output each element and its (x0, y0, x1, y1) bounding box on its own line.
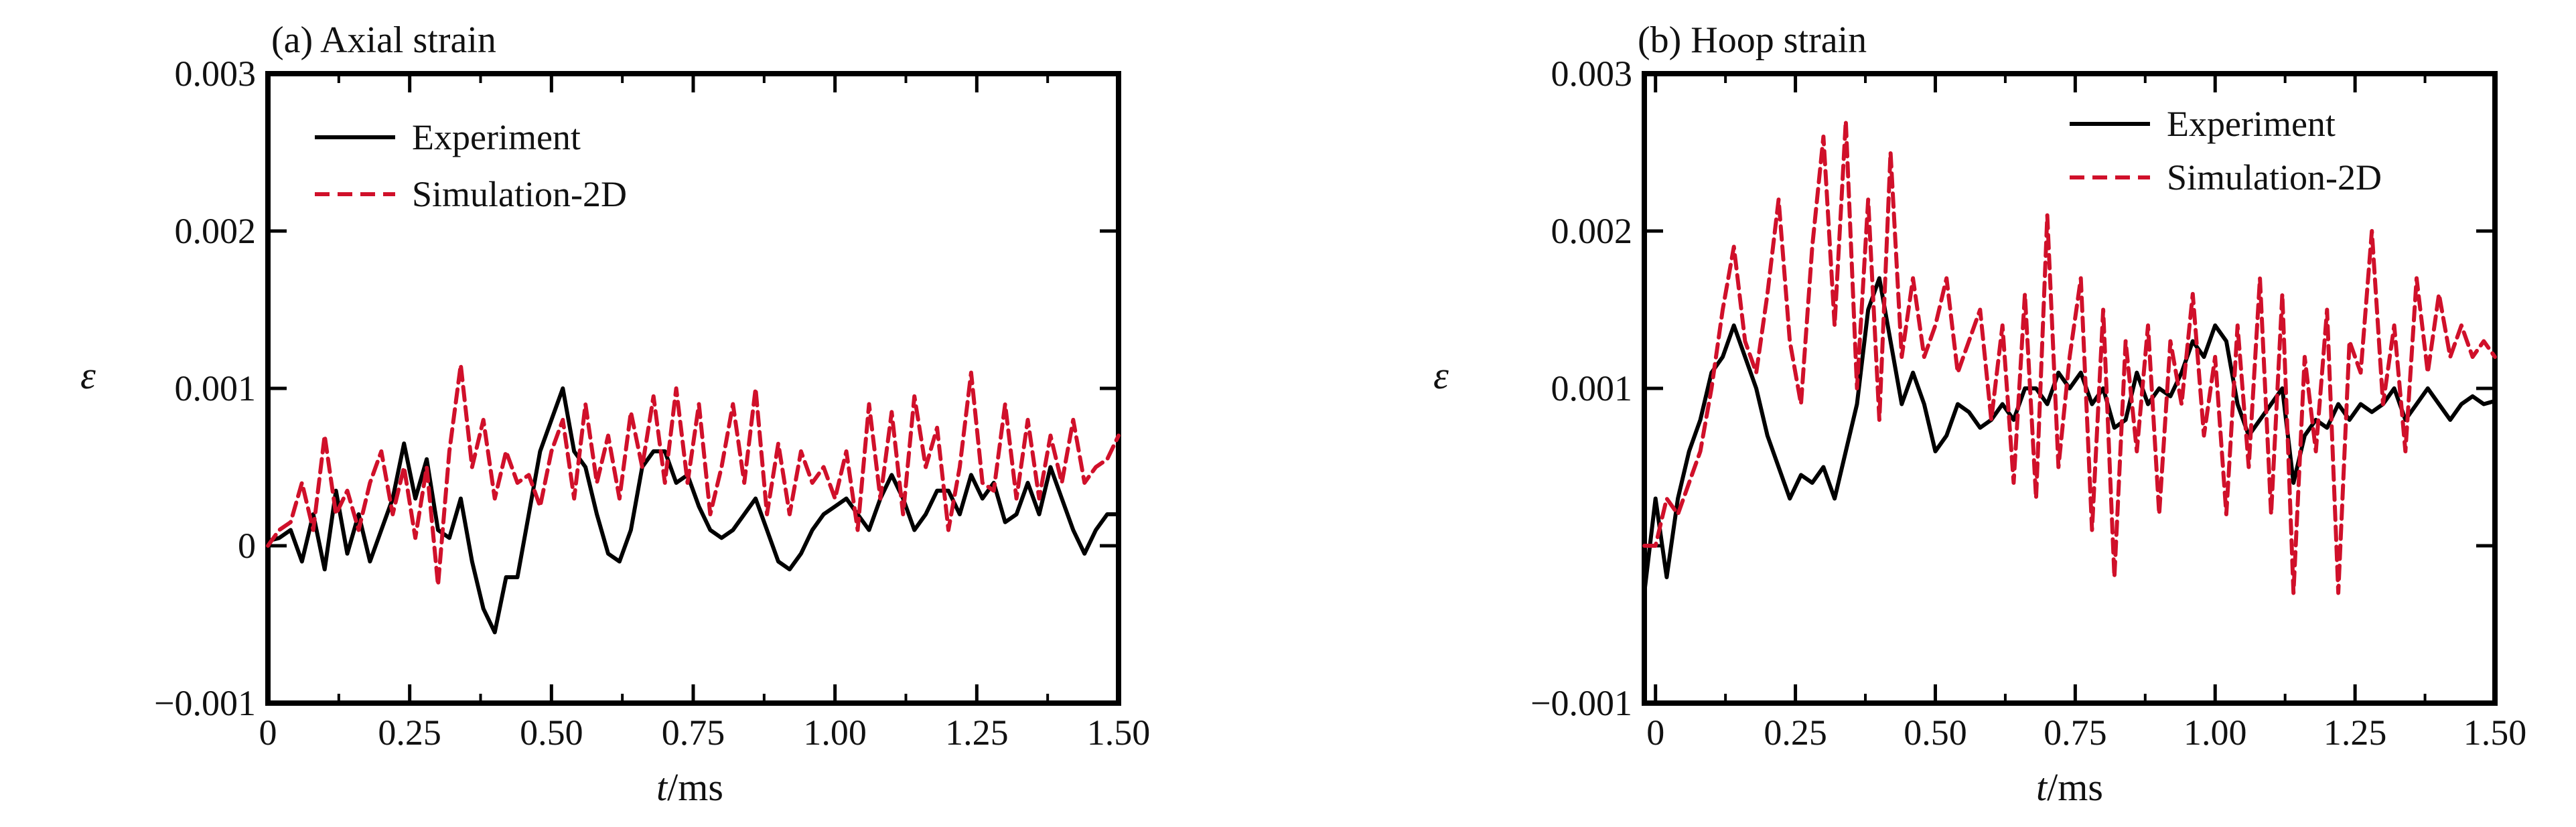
series-line-simulation (1642, 119, 2497, 595)
x-tick-label: 0.25 (378, 712, 441, 753)
x-axis-label-italic: t (656, 765, 668, 809)
series-line-experiment (266, 386, 1121, 635)
x-tick-label: 1.50 (1087, 712, 1151, 753)
x-axis-label-unit: /ms (667, 765, 723, 809)
y-tick-label: 0.002 (175, 211, 257, 251)
y-axis-label: ε (80, 354, 96, 397)
y-tick-label: 0.001 (1551, 368, 1633, 408)
series-line-simulation (266, 362, 1121, 587)
y-tick-label: 0.002 (1551, 211, 1633, 251)
x-tick-label: 0 (1646, 712, 1664, 753)
axis-ticks: 0 0.25 0.50 0.75 1.00 1.25 1.50 −0.001 0.001 0.00… (1530, 54, 2526, 753)
legend: Experiment Simulation-2D (315, 117, 627, 214)
legend-label-simulation: Simulation-2D (2167, 157, 2382, 198)
legend: Experiment Simulation-2D (2070, 104, 2382, 198)
y-tick-label: −0.001 (1530, 683, 1632, 723)
series-lines (1642, 119, 2497, 595)
x-tick-label: 0.50 (1904, 712, 1967, 753)
y-tick-label: 0.001 (175, 368, 257, 408)
x-axis-label: t/ms (2036, 765, 2103, 809)
x-tick-label: 1.50 (2463, 712, 2527, 753)
series-line-experiment (1642, 276, 2497, 595)
y-tick-label: 0.003 (175, 54, 257, 94)
x-axis-label-unit: /ms (2047, 765, 2103, 809)
x-axis-label: t/ms (656, 765, 723, 809)
panel-hoop-strain: (b) Hoop strain 0 0.25 0.50 0.75 1.00 1.25 1.5… (1433, 19, 2526, 809)
panel-axial-strain: (a) Axial strain 0 0.25 0.50 0.75 1.00 1.25 1.… (80, 19, 1150, 809)
x-tick-label: 0.50 (520, 712, 583, 753)
legend-label-experiment: Experiment (2167, 104, 2336, 144)
y-tick-label: −0.001 (154, 683, 256, 723)
x-tick-label: 0 (259, 712, 277, 753)
chart-title: (b) Hoop strain (1638, 19, 1867, 61)
plot-frame (265, 71, 1121, 706)
x-axis-label-italic: t (2036, 765, 2048, 809)
x-tick-label: 0.75 (2044, 712, 2107, 753)
series-lines (266, 362, 1121, 635)
x-tick-label: 1.00 (803, 712, 867, 753)
legend-label-experiment: Experiment (412, 117, 581, 157)
chart-title: (a) Axial strain (271, 19, 496, 61)
axis-ticks: 0 0.25 0.50 0.75 1.00 1.25 1.50−0.00100.0010.0… (154, 54, 1150, 753)
x-tick-label: 1.00 (2184, 712, 2247, 753)
x-tick-label: 1.25 (945, 712, 1009, 753)
y-tick-label: 0.003 (1551, 54, 1633, 94)
x-tick-label: 1.25 (2323, 712, 2387, 753)
y-tick-label: 0 (238, 526, 256, 566)
legend-label-simulation: Simulation-2D (412, 174, 627, 214)
y-axis-label: ε (1433, 354, 1449, 397)
x-tick-label: 0.25 (1764, 712, 1827, 753)
x-tick-label: 0.75 (662, 712, 725, 753)
